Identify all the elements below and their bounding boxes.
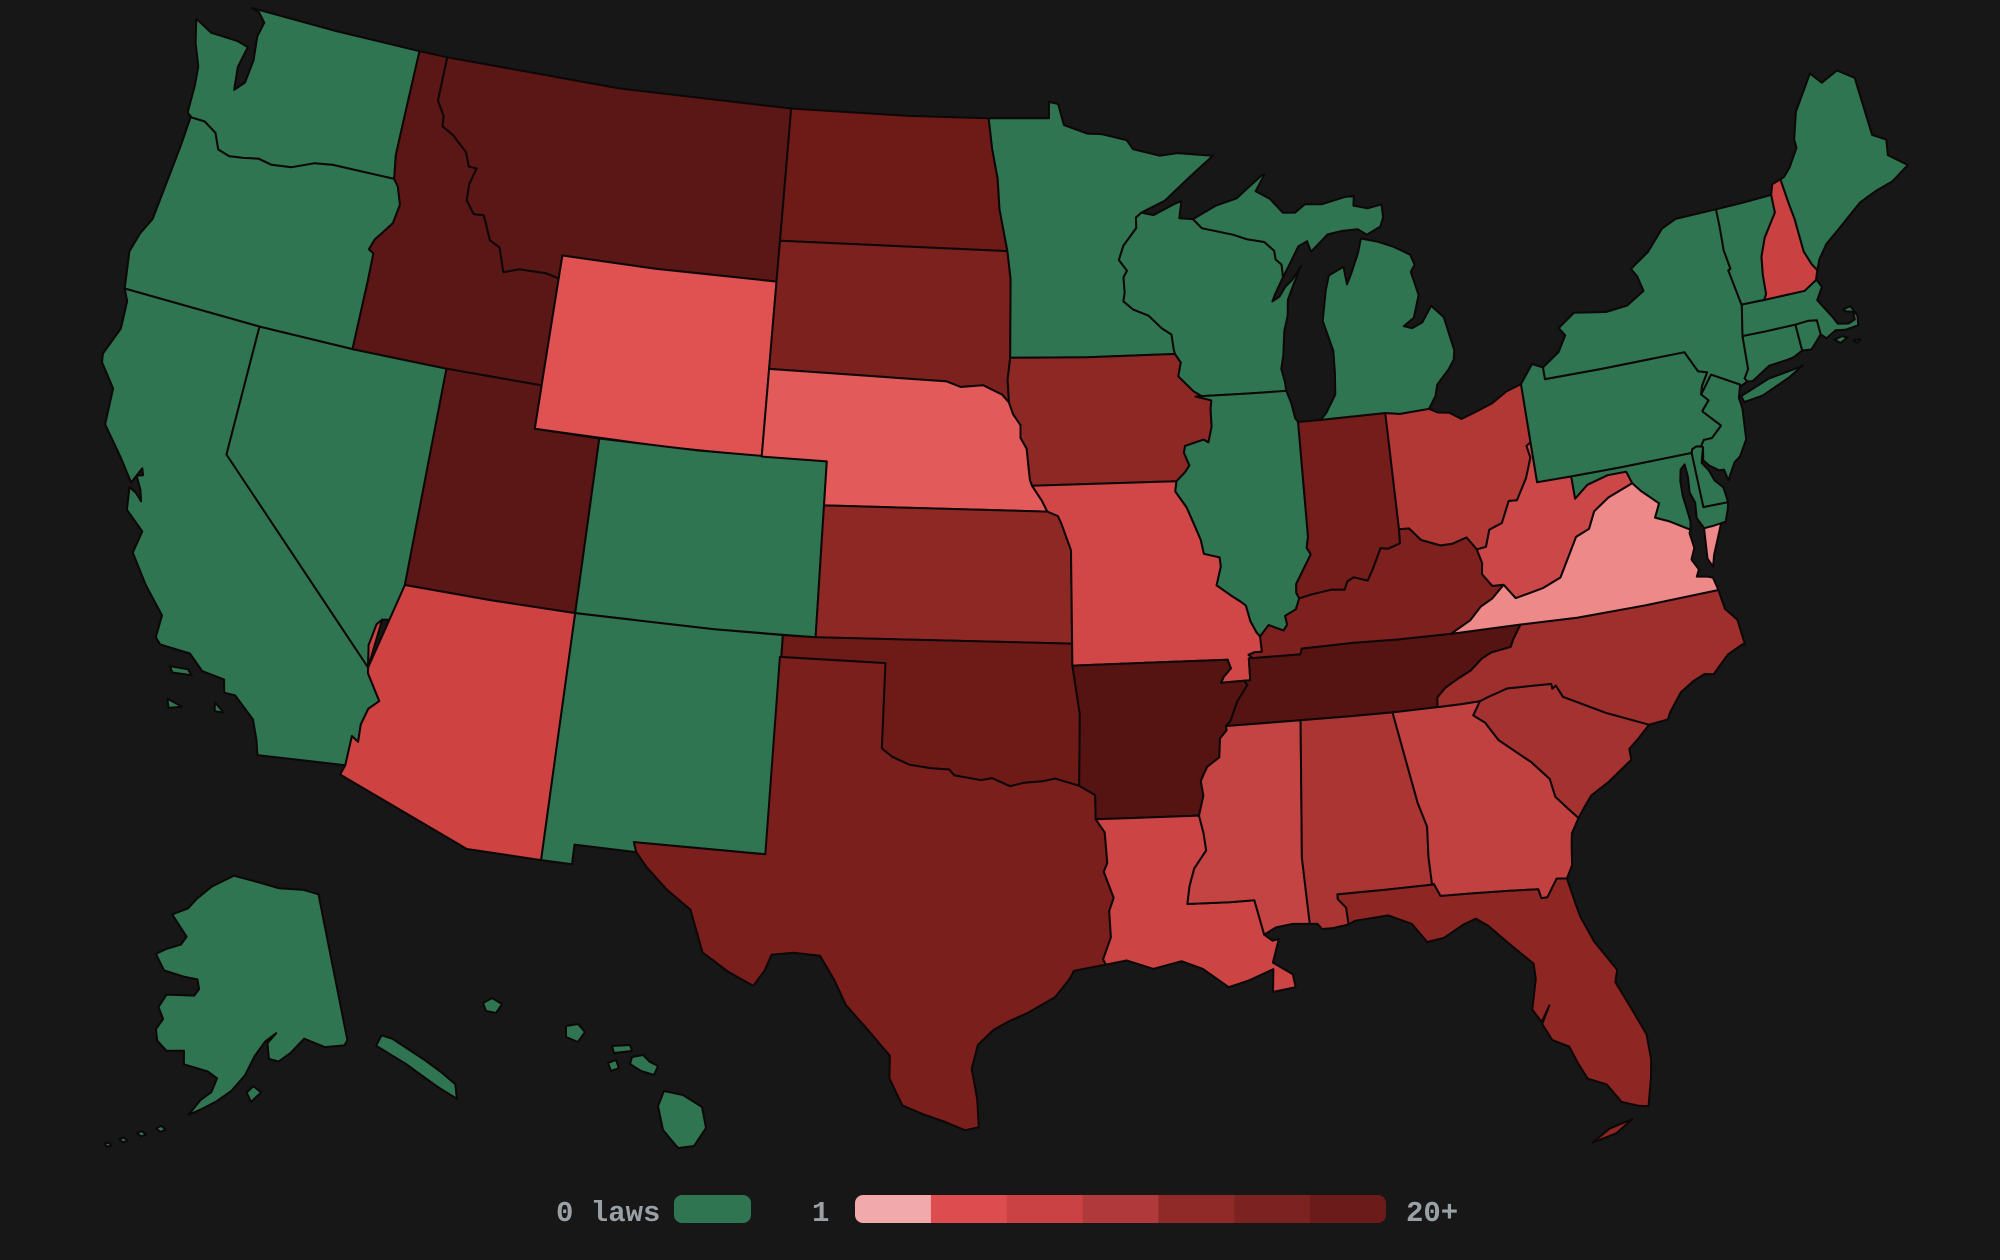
svg-text:1: 1 bbox=[812, 1197, 829, 1230]
svg-text:20+: 20+ bbox=[1406, 1197, 1458, 1230]
svg-text:0 laws: 0 laws bbox=[556, 1197, 660, 1230]
